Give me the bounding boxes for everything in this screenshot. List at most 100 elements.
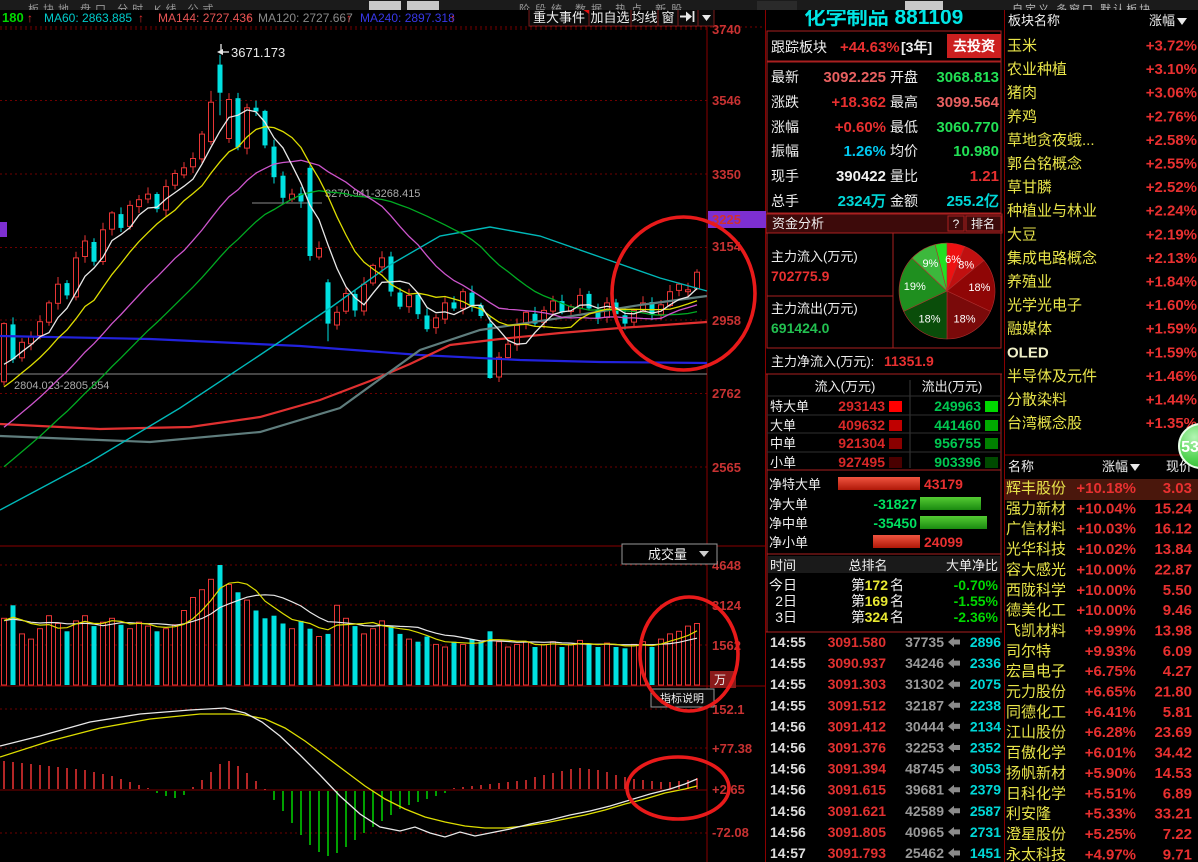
svg-text:+1.44%: +1.44% — [1146, 392, 1197, 409]
svg-text:净小单: 净小单 — [769, 535, 808, 550]
svg-text:涨幅: 涨幅 — [771, 119, 799, 135]
svg-text:流出(万元): 流出(万元) — [922, 379, 983, 394]
svg-text:+18.362: +18.362 — [831, 94, 886, 111]
svg-text:+44.63%: +44.63% — [840, 39, 900, 56]
svg-text:180: 180 — [2, 10, 24, 25]
svg-text:最新: 最新 — [771, 69, 799, 85]
svg-text:养鸡: 养鸡 — [1007, 108, 1037, 125]
svg-text:+3.10%: +3.10% — [1146, 61, 1197, 78]
svg-text:14:55: 14:55 — [770, 655, 806, 671]
svg-text:半导体及元件: 半导体及元件 — [1007, 368, 1097, 385]
svg-text:2238: 2238 — [970, 697, 1001, 713]
svg-text:3日: 3日 — [775, 609, 797, 625]
svg-text:14:56: 14:56 — [770, 782, 806, 798]
svg-text:2731: 2731 — [970, 824, 1001, 840]
svg-text:名: 名 — [890, 577, 904, 593]
svg-text:18%: 18% — [953, 314, 975, 326]
svg-text:+0.60%: +0.60% — [835, 119, 886, 136]
svg-text:+1.35%: +1.35% — [1146, 415, 1197, 432]
svg-text:澄星股份: 澄星股份 — [1006, 826, 1066, 843]
svg-text:司尔特: 司尔特 — [1006, 643, 1051, 660]
svg-text:3091.805: 3091.805 — [828, 824, 887, 840]
svg-text:-2.36%: -2.36% — [954, 609, 999, 625]
svg-text:同德化工: 同德化工 — [1006, 703, 1066, 721]
svg-text:时间: 时间 — [770, 558, 796, 573]
svg-text:53: 53 — [1181, 439, 1198, 456]
svg-text:5.50: 5.50 — [1163, 582, 1192, 599]
svg-text:元力股份: 元力股份 — [1006, 684, 1066, 701]
svg-text:2587: 2587 — [970, 803, 1001, 819]
svg-text:大单净比: 大单净比 — [946, 558, 998, 573]
svg-text:903396: 903396 — [934, 454, 981, 470]
svg-text:金额: 金额 — [890, 193, 918, 209]
svg-text:玉米: 玉米 — [1007, 38, 1037, 55]
svg-text:+10.02%: +10.02% — [1076, 541, 1136, 558]
svg-text:去投资: 去投资 — [953, 38, 995, 54]
svg-text:9%: 9% — [922, 258, 938, 270]
svg-text:3099.564: 3099.564 — [936, 94, 999, 111]
svg-text:+1.46%: +1.46% — [1146, 368, 1197, 385]
svg-text:32187: 32187 — [905, 697, 944, 713]
svg-text:3091.615: 3091.615 — [828, 782, 887, 798]
svg-text:净大单: 净大单 — [769, 497, 808, 512]
svg-text:956755: 956755 — [934, 435, 981, 451]
svg-text:跟踪板块: 跟踪板块 — [771, 39, 827, 55]
svg-text:19%: 19% — [904, 281, 926, 293]
svg-text:第: 第 — [851, 593, 865, 609]
svg-text:+2.24%: +2.24% — [1146, 203, 1197, 220]
svg-text:22.87: 22.87 — [1154, 561, 1192, 578]
svg-text:169: 169 — [865, 593, 889, 609]
svg-text:+1.60%: +1.60% — [1146, 297, 1197, 314]
svg-text:+3.72%: +3.72% — [1146, 38, 1197, 55]
svg-text:24099: 24099 — [924, 534, 963, 550]
svg-text:台湾概念股: 台湾概念股 — [1007, 414, 1082, 432]
svg-text:+1.59%: +1.59% — [1146, 344, 1197, 361]
svg-text:2134: 2134 — [970, 718, 1001, 734]
svg-text:主力流出(万元): 主力流出(万元) — [771, 301, 858, 316]
svg-text:32253: 32253 — [905, 740, 944, 756]
svg-text:14:56: 14:56 — [770, 761, 806, 777]
svg-text:4648: 4648 — [712, 558, 741, 573]
svg-text:9.71: 9.71 — [1163, 846, 1192, 862]
svg-text:+2.55%: +2.55% — [1146, 156, 1197, 173]
svg-text:开盘: 开盘 — [890, 69, 918, 85]
svg-text:14:55: 14:55 — [770, 676, 806, 692]
svg-text:+1.59%: +1.59% — [1146, 321, 1197, 338]
svg-text:702775.9: 702775.9 — [771, 268, 830, 284]
svg-text:21.80: 21.80 — [1154, 684, 1192, 701]
svg-text:3091.376: 3091.376 — [828, 740, 887, 756]
svg-text:+10.03%: +10.03% — [1076, 521, 1136, 538]
svg-text:+9.99%: +9.99% — [1085, 622, 1136, 639]
svg-text:永太科技: 永太科技 — [1006, 846, 1066, 862]
svg-text:324: 324 — [865, 609, 889, 625]
svg-text:39681: 39681 — [905, 782, 944, 798]
svg-text:691424.0: 691424.0 — [771, 320, 830, 336]
svg-text:-31827: -31827 — [873, 496, 917, 512]
svg-text:18%: 18% — [968, 282, 990, 294]
svg-text:48745: 48745 — [905, 761, 944, 777]
svg-text:百傲化学: 百傲化学 — [1006, 745, 1066, 762]
svg-text:2958: 2958 — [712, 313, 741, 328]
svg-text:第: 第 — [851, 577, 865, 593]
svg-text:↑: ↑ — [138, 11, 144, 25]
svg-text:窗: 窗 — [661, 10, 674, 25]
svg-text:14:57: 14:57 — [770, 845, 806, 861]
svg-text:6.89: 6.89 — [1163, 785, 1192, 802]
svg-text:均价: 均价 — [890, 143, 918, 159]
svg-text:农业种植: 农业种植 — [1007, 61, 1067, 78]
svg-text:大豆: 大豆 — [1007, 226, 1037, 243]
svg-text:3091.621: 3091.621 — [828, 803, 887, 819]
svg-text:+1.84%: +1.84% — [1146, 274, 1197, 291]
svg-text:MA144: 2727.436: MA144: 2727.436 — [158, 11, 253, 25]
svg-text:强力新材: 强力新材 — [1006, 500, 1066, 517]
svg-text:+4.97%: +4.97% — [1085, 846, 1136, 862]
svg-text:2896: 2896 — [970, 634, 1001, 650]
svg-text:6%: 6% — [945, 254, 961, 266]
svg-text:辉丰股份: 辉丰股份 — [1006, 480, 1066, 497]
svg-text:集成电路概念: 集成电路概念 — [1007, 249, 1097, 267]
svg-text:2804.023-2805.854: 2804.023-2805.854 — [14, 380, 109, 392]
svg-text:249963: 249963 — [934, 398, 981, 414]
svg-text:34.42: 34.42 — [1154, 745, 1192, 762]
svg-text:3091.394: 3091.394 — [828, 761, 887, 777]
svg-text:40965: 40965 — [905, 824, 944, 840]
